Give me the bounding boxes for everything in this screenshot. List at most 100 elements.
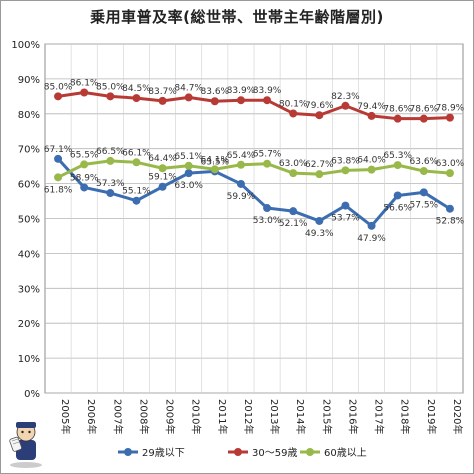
- series-60-and-over-data-label: 66.1%: [122, 148, 151, 158]
- series-29-and-under-data-label: 57.3%: [96, 179, 125, 189]
- series-29-and-under-data-label: 55.1%: [122, 187, 151, 197]
- series-30-59-data-label: 84.7%: [174, 83, 203, 93]
- series-29-and-under-data-label: 53.0%: [253, 216, 282, 226]
- series-30-59-data-label: 82.3%: [331, 92, 360, 102]
- legend-swatch-point: [234, 448, 242, 456]
- series-60-and-over-point: [236, 160, 245, 169]
- series-60-and-over-point: [315, 170, 324, 179]
- series-30-59-line: [57, 91, 450, 121]
- series-29-and-under-data-label: 56.6%: [383, 203, 412, 213]
- y-tick-label: 20%: [18, 319, 40, 330]
- series-60-and-over-data-label: 63.6%: [410, 157, 439, 167]
- series-30-59-point: [236, 96, 245, 105]
- series-29-and-under-data-label: 67.1%: [44, 145, 73, 155]
- series-30-59-point: [393, 114, 402, 123]
- series-29-and-under-data-label: 52.1%: [279, 219, 308, 229]
- series-60-and-over-data-label: 63.8%: [331, 156, 360, 166]
- series-29-and-under-data-label: 53.7%: [331, 214, 360, 224]
- series-30-59-data-label: 84.5%: [122, 84, 151, 94]
- series-29-and-under-point: [184, 169, 193, 178]
- series-30-59-data-label: 85.0%: [44, 82, 73, 92]
- x-tick-label: 2017年: [373, 399, 386, 434]
- series-60-and-over-point: [289, 169, 298, 178]
- series-30-59-data-label: 83.9%: [253, 86, 282, 96]
- legend-label: 29歳以下: [142, 447, 185, 459]
- y-tick-label: 80%: [18, 110, 40, 121]
- x-tick-label: 2005年: [59, 399, 72, 434]
- series-30-59-point: [80, 88, 89, 97]
- y-tick-label: 60%: [18, 180, 40, 191]
- legend-label: 30～59歳: [252, 447, 297, 459]
- series-30-59-data-label: 78.6%: [410, 105, 439, 115]
- series-30-59-point: [367, 111, 376, 120]
- mascot-logo-icon: [9, 422, 42, 468]
- series-60-and-over-data-label: 64.0%: [357, 156, 386, 166]
- series-60-and-over-data-label: 64.4%: [148, 154, 177, 164]
- series-60-and-over-point: [80, 160, 89, 169]
- y-tick-label: 40%: [18, 249, 40, 260]
- series-29-and-under-point: [263, 204, 272, 213]
- x-tick-label: 2007年: [111, 399, 124, 434]
- x-tick-label: 2012年: [242, 399, 255, 434]
- series-29-and-under-data-label: 47.9%: [357, 234, 386, 244]
- series-60-and-over-data-label: 66.5%: [96, 147, 125, 157]
- x-tick-label: 2009年: [164, 399, 177, 434]
- series-30-59-data-label: 78.6%: [383, 105, 412, 115]
- series-29-and-under-point: [158, 182, 167, 191]
- series-30-59-data-label: 79.4%: [357, 102, 386, 112]
- series-60-and-over-data-label: 63.0%: [279, 159, 308, 169]
- series-29-and-under-point: [393, 191, 402, 200]
- series-30-59-point: [210, 97, 219, 106]
- x-tick-label: 2011年: [216, 399, 229, 434]
- series-60-and-over-data-label: 65.4%: [227, 151, 256, 161]
- series-29-and-under-point: [236, 179, 245, 188]
- series-30-59-data-label: 79.6%: [305, 101, 334, 111]
- series-30-59-point: [263, 96, 272, 105]
- chart-title: 乗用車普及率(総世帯、世帯主年齢階層別): [90, 8, 384, 26]
- y-tick-label: 90%: [18, 75, 40, 86]
- series-29-and-under-point: [106, 189, 115, 198]
- series-30-59-data-label: 83.7%: [148, 87, 177, 97]
- series-29-and-under-data-label: 63.5%: [201, 157, 230, 167]
- series-30-59-point: [106, 92, 115, 101]
- series-30-59-data-label: 86.1%: [70, 79, 99, 89]
- series-29-and-under-point: [54, 154, 63, 163]
- series-60-and-over-data-label: 64.1%: [201, 155, 230, 165]
- series-60-and-over-point: [210, 165, 219, 174]
- x-tick-label: 2015年: [320, 399, 333, 434]
- series-60-and-over-point: [54, 173, 63, 182]
- y-axis: 0% 10% 20% 30% 40% 50% 60% 70% 80% 90% 100%: [11, 40, 40, 400]
- series-29-and-under-point: [341, 201, 350, 210]
- x-axis: 2005年 2006年 2007年 2008年 2009年 2010年 2011年 2012年…: [59, 399, 464, 434]
- series-60-and-over-data-label: 65.3%: [383, 151, 412, 161]
- y-tick-label: 100%: [11, 40, 40, 51]
- series-29-and-under-data-label: 59.9%: [227, 192, 256, 202]
- legend-swatch-point: [306, 448, 314, 456]
- series-30-59-data-label: 78.9%: [436, 104, 465, 114]
- series-60-and-over-point: [445, 169, 454, 178]
- series-30-59-point: [184, 93, 193, 102]
- series-60-and-over-point: [184, 161, 193, 170]
- series-30-59-point: [315, 111, 324, 120]
- series-30-59-point: [158, 96, 167, 105]
- series-29-and-under-point: [80, 183, 89, 192]
- grid-lines: [44, 43, 464, 394]
- series-60-and-over-point: [419, 167, 428, 176]
- series-60-and-over-point: [367, 165, 376, 174]
- x-tick-label: 2014年: [294, 399, 307, 434]
- series-60-and-over-data-label: 62.7%: [305, 160, 334, 170]
- series-29-and-under-data-label: 52.8%: [436, 217, 465, 227]
- x-tick-label: 2020年: [451, 399, 464, 434]
- series-30-59-point: [341, 101, 350, 110]
- x-tick-label: 2008年: [137, 399, 150, 434]
- series-30-59-data-label: 80.1%: [279, 99, 308, 109]
- legend-label: 60歳以上: [324, 447, 367, 459]
- series-29-and-under-data-label: 59.1%: [148, 173, 177, 183]
- series-60-and-over-data-label: 65.5%: [70, 150, 99, 160]
- series-29-and-under-point: [445, 204, 454, 213]
- series-60-and-over-data-label: 65.1%: [174, 152, 203, 162]
- y-tick-label: 10%: [18, 354, 40, 365]
- series-60-and-over-point: [158, 164, 167, 173]
- series-60-and-over-point: [263, 159, 272, 168]
